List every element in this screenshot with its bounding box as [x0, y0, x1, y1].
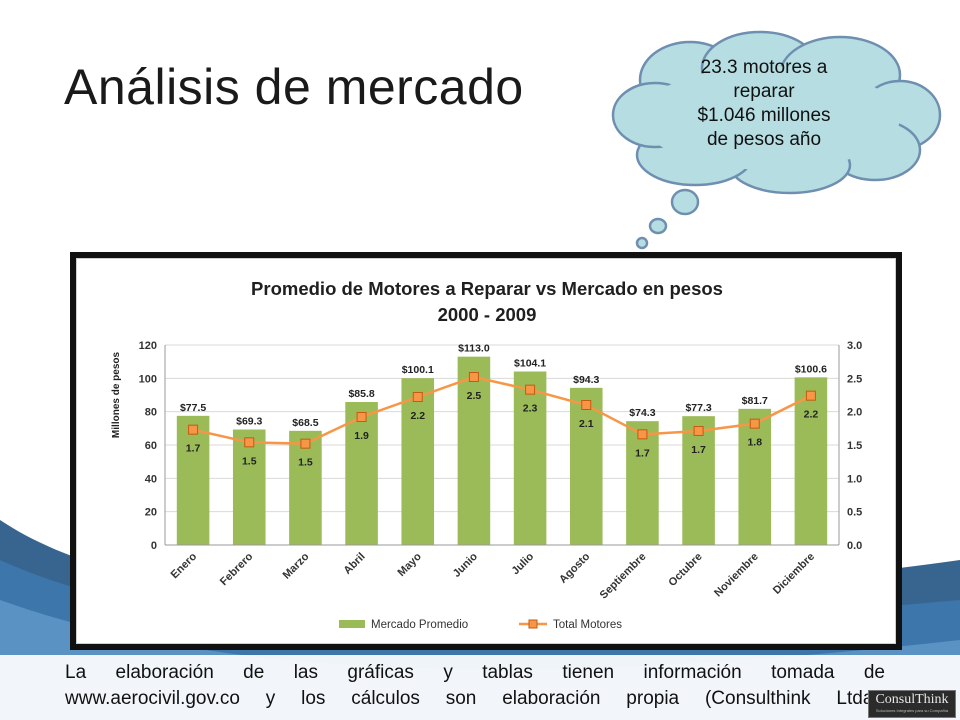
bar-junio: [457, 356, 491, 545]
source-note: La elaboración de las gráficas y tablas …: [65, 660, 885, 712]
bubble-line-4: de pesos año: [706, 129, 822, 150]
legend-label-motores: Total Motores: [553, 619, 622, 631]
line-point: [356, 412, 367, 422]
source-line-2: www.aerocivil.gov.co y los cálculos son …: [65, 688, 885, 709]
x-tick-label: Octubre: [666, 551, 704, 589]
y-tick-label: 60: [145, 440, 157, 452]
bar-febrero: [232, 429, 266, 545]
combo-chart: Promedio de Motores a Reparar vs Mercado…: [111, 278, 862, 631]
bar-octubre: [682, 416, 715, 545]
line-data-label: 2.2: [410, 410, 425, 422]
line-data-label: 2.2: [804, 409, 819, 421]
bar-noviembre: [738, 408, 772, 545]
chart-area: Promedio de Motores a Reparar vs Mercado…: [76, 258, 896, 644]
y-tick-label: 0: [151, 540, 157, 552]
x-tick-label: Marzo: [281, 550, 312, 581]
bar-septiembre: [626, 421, 659, 545]
bar-data-label: $104.1: [514, 358, 546, 370]
line-data-label: 1.7: [186, 443, 201, 455]
line-point: [637, 429, 648, 440]
bar-data-label: $94.3: [573, 374, 599, 386]
bar-agosto: [569, 387, 603, 545]
chart-legend: Mercado Promedio Total Motores: [339, 619, 622, 631]
y2-tick-label: 1.0: [847, 473, 862, 485]
y-tick-label: 40: [145, 473, 157, 485]
line-point: [188, 424, 199, 435]
y2-tick-label: 0.5: [847, 507, 862, 519]
bubble-line-1: 23.3 motores a: [700, 57, 828, 78]
line-point: [300, 438, 311, 449]
line-data-label: 2.1: [579, 418, 594, 430]
y2-tick-label: 1.5: [847, 440, 862, 452]
bar-data-label: $85.8: [348, 388, 374, 400]
bar-abril: [345, 402, 378, 545]
legend-swatch-bar: [339, 620, 365, 628]
line-point: [412, 392, 423, 402]
logo-tagline: Soluciones Integrales para su Compañía: [875, 708, 949, 713]
line-data-label: 1.5: [242, 455, 257, 467]
slide-title: Análisis de mercado: [64, 59, 524, 115]
y2-tick-label: 0.0: [847, 540, 862, 552]
line-data-label: 1.5: [298, 457, 313, 469]
x-tick-label: Noviembre: [712, 551, 761, 600]
bar-data-label: $68.5: [292, 417, 318, 429]
x-tick-label: Enero: [169, 550, 200, 581]
bar-data-label: $100.6: [795, 363, 827, 375]
x-tick-label: Agosto: [557, 550, 592, 585]
y-tick-label: 80: [145, 407, 157, 419]
bubble-line-2: reparar: [733, 81, 795, 102]
chart-title: Promedio de Motores a Reparar vs Mercado…: [251, 278, 723, 299]
x-tick-label: Junio: [451, 550, 480, 579]
x-tick-label: Abril: [341, 551, 367, 577]
y-tick-label: 20: [145, 507, 157, 519]
legend-label-mercado: Mercado Promedio: [371, 619, 468, 631]
y-tick-label: 100: [139, 373, 157, 385]
line-data-label: 2.3: [523, 403, 538, 415]
line-data-label: 1.7: [691, 444, 706, 456]
line-point: [749, 418, 760, 429]
bar-julio: [513, 371, 547, 545]
bar-data-label: $113.0: [458, 343, 490, 355]
bar-marzo: [289, 430, 322, 545]
legend-marker: [528, 619, 538, 629]
y2-tick-label: 2.0: [847, 407, 862, 419]
bar-enero: [176, 415, 210, 545]
line-point: [581, 400, 592, 410]
y2-tick-label: 3.0: [847, 340, 862, 352]
thought-bubble: [611, 30, 942, 250]
x-tick-label: Diciembre: [771, 551, 817, 597]
chart-frame: Promedio de Motores a Reparar vs Mercado…: [70, 252, 902, 650]
y-axis-label: Millones de pesos: [111, 351, 122, 438]
x-tick-label: Mayo: [395, 550, 424, 579]
consulthink-logo: ConsulThink Soluciones Integrales para s…: [868, 690, 956, 718]
line-point: [805, 390, 816, 401]
bubble-line-3: $1.046 millones: [697, 105, 831, 126]
bar-diciembre: [794, 377, 828, 545]
y-tick-label: 120: [139, 340, 157, 352]
bar-data-label: $77.3: [685, 402, 711, 414]
line-point: [468, 372, 479, 382]
bar-data-label: $100.1: [402, 364, 434, 376]
bar-data-label: $77.5: [180, 402, 206, 414]
line-point: [693, 426, 704, 436]
logo-wordmark: ConsulThink: [875, 692, 949, 707]
bar-data-label: $81.7: [742, 395, 768, 407]
line-data-label: 2.5: [467, 390, 482, 402]
x-tick-label: Septiembre: [598, 551, 649, 602]
x-tick-label: Julio: [510, 550, 537, 577]
bubble-text: 23.3 motores a reparar $1.046 millones d…: [660, 56, 868, 152]
line-data-label: 1.9: [354, 430, 369, 442]
source-line-1: La elaboración de las gráficas y tablas …: [65, 662, 885, 683]
bar-mayo: [401, 378, 435, 545]
line-total-motores: [192, 375, 812, 445]
y2-tick-label: 2.5: [847, 373, 862, 385]
bar-data-label: $69.3: [236, 416, 262, 428]
line-point: [244, 437, 255, 448]
x-tick-label: Febrero: [218, 550, 256, 588]
line-point: [525, 384, 536, 395]
chart-subtitle: 2000 - 2009: [438, 304, 537, 325]
line-data-label: 1.7: [635, 447, 650, 459]
bar-data-label: $74.3: [629, 407, 655, 419]
line-data-label: 1.8: [747, 437, 762, 449]
